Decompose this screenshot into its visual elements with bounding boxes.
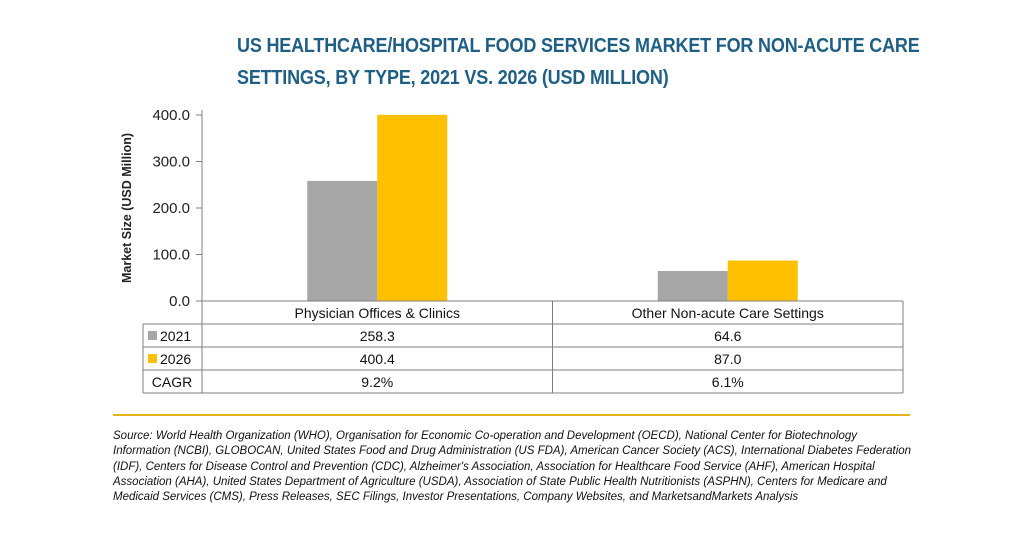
y-tick-label: 100.0 <box>152 247 190 264</box>
bar-2021-1 <box>307 180 378 301</box>
bar-2026-1 <box>377 114 448 302</box>
bar-2021-2 <box>657 270 728 301</box>
legend-swatch-2021 <box>148 331 157 340</box>
data-label: 87.0 <box>714 351 741 367</box>
legend-swatch-2026 <box>148 354 157 363</box>
data-label: 64.6 <box>714 328 741 344</box>
data-label: 400.4 <box>360 351 395 367</box>
legend-label: 2021 <box>160 328 191 344</box>
x-category-label: Other Non-acute Care Settings <box>632 305 824 321</box>
data-label: 258.3 <box>360 328 395 344</box>
y-tick-label: 300.0 <box>152 154 190 171</box>
y-tick-label: 400.0 <box>152 107 190 124</box>
cagr-value: 9.2% <box>361 374 393 390</box>
chart-title: US HEALTHCARE/HOSPITAL FOOD SERVICES MAR… <box>237 30 920 94</box>
x-category-label: Physician Offices & Clinics <box>295 305 460 321</box>
cagr-row-label: CAGR <box>152 374 192 390</box>
y-axis-title: Market Size (USD Million) <box>120 133 134 283</box>
y-tick-label: 0.0 <box>169 293 190 310</box>
chart-title-line-2: SETTINGS, BY TYPE, 2021 VS. 2026 (USD MI… <box>237 67 669 89</box>
source-note: Source: World Health Organization (WHO),… <box>113 430 912 504</box>
y-tick-label: 200.0 <box>152 200 190 217</box>
cagr-value: 6.1% <box>712 374 744 390</box>
bar-2026-2 <box>727 260 798 301</box>
chart-title-line-1: US HEALTHCARE/HOSPITAL FOOD SERVICES MAR… <box>237 35 920 57</box>
legend-label: 2026 <box>160 351 191 367</box>
